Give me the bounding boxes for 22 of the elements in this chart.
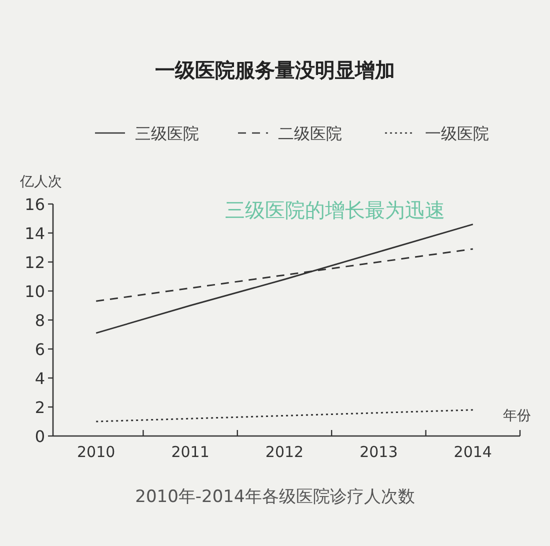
ytick: 6 (34, 340, 45, 359)
ytick: 16 (24, 195, 45, 214)
ytick: 2 (34, 398, 45, 417)
legend-label: 二级医院 (278, 124, 342, 143)
xtick: 2012 (265, 443, 304, 461)
legend-label: 三级医院 (135, 124, 199, 143)
xtick: 2010 (77, 443, 116, 461)
xtick: 2011 (171, 443, 210, 461)
ytick: 4 (34, 369, 45, 388)
ylabel: 亿人次 (20, 174, 62, 190)
xtick: 2014 (454, 443, 492, 461)
ytick: 8 (34, 311, 45, 330)
xlabel: 年份 (503, 408, 531, 424)
title: 一级医院服务量没明显增加 (155, 58, 395, 82)
legend-label: 一级医院 (425, 124, 489, 143)
ytick: 10 (24, 282, 45, 301)
ytick: 12 (24, 253, 45, 272)
xtick: 2013 (360, 443, 398, 461)
annotation: 三级医院的增长最为迅速 (225, 198, 445, 222)
annotation: 2010年-2014年各级医院诊疗人次数 (135, 487, 415, 507)
ytick: 14 (24, 224, 45, 243)
ytick: 0 (34, 427, 45, 446)
